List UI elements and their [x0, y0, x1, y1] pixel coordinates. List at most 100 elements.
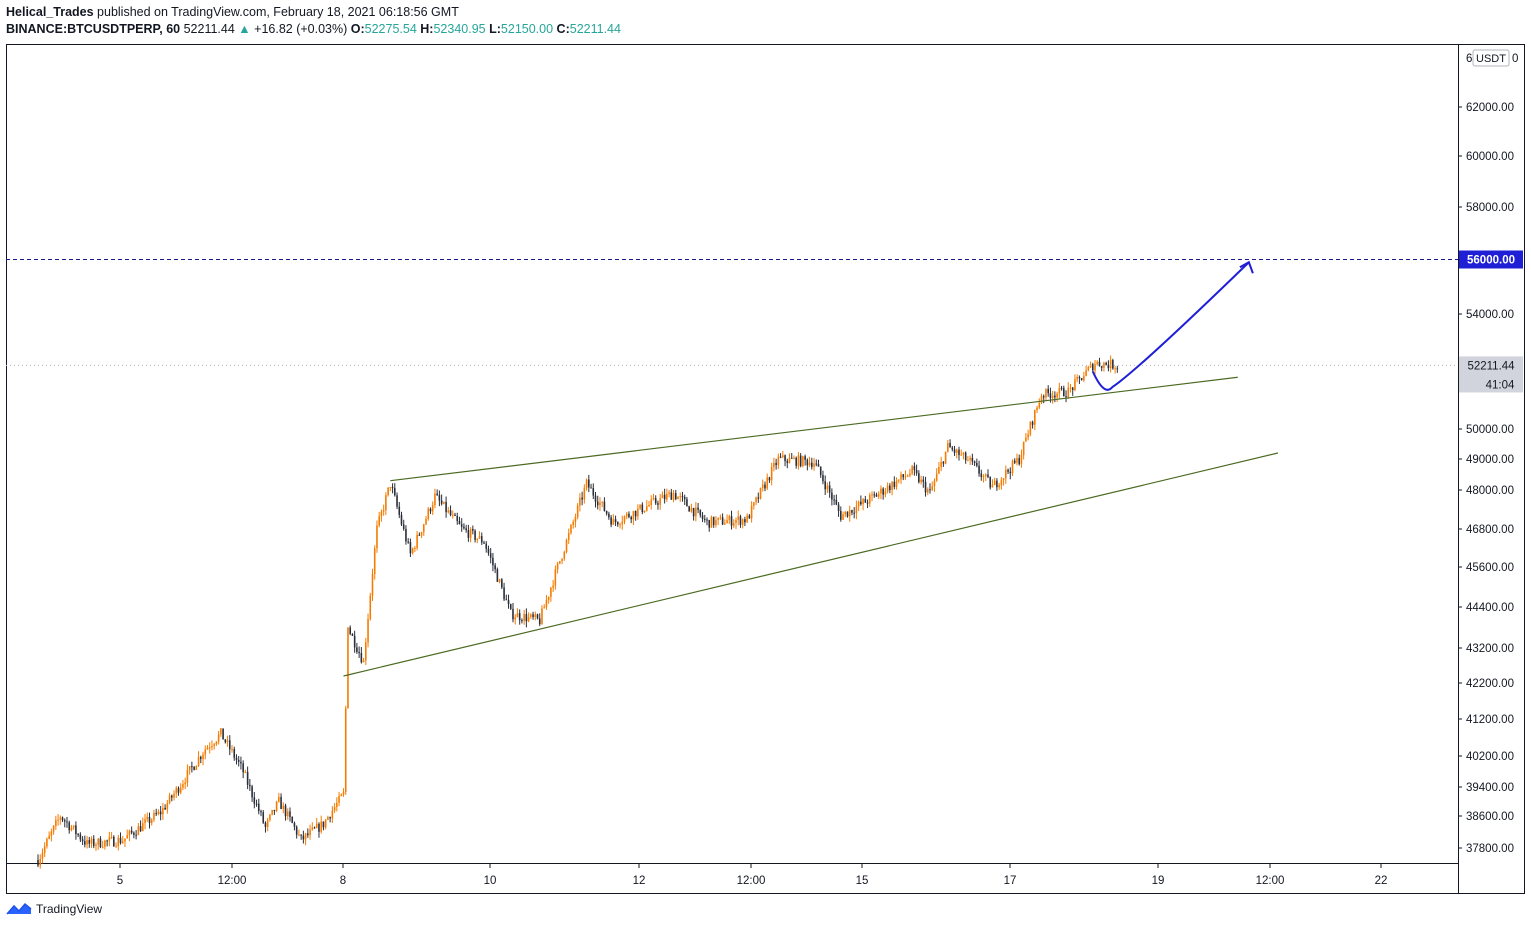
- bar-countdown-label: 41:04: [1486, 379, 1515, 391]
- candle-body: [512, 608, 514, 620]
- candle-body: [541, 608, 543, 625]
- candle-body: [202, 754, 204, 759]
- candle-body: [545, 599, 548, 608]
- candle-body: [449, 510, 452, 516]
- candle-body: [605, 511, 608, 514]
- low-label: L:: [489, 22, 501, 36]
- candle-body: [574, 517, 577, 522]
- candle-body: [619, 524, 621, 526]
- candle-body: [66, 821, 68, 823]
- candle-body: [438, 495, 441, 501]
- candle-body: [915, 469, 918, 474]
- candle-body: [99, 838, 102, 848]
- candle-body: [240, 761, 242, 764]
- candle-body: [293, 822, 296, 827]
- candle-body: [63, 820, 66, 822]
- high-value: 52340.95: [433, 22, 486, 36]
- candle-body: [244, 772, 247, 774]
- candle-body: [893, 481, 896, 487]
- candle-body: [612, 519, 615, 525]
- candle-body: [661, 494, 664, 499]
- candle-body: [744, 519, 746, 523]
- candle-body: [179, 787, 182, 793]
- candle-body: [79, 834, 82, 840]
- candle-body: [171, 795, 173, 798]
- candle-body: [592, 487, 595, 496]
- price-tick-label: 54000.00: [1466, 309, 1514, 321]
- currency-label: USDT: [1476, 53, 1506, 65]
- candle-body: [90, 838, 93, 844]
- candle-body: [786, 460, 789, 463]
- candle-body: [715, 519, 717, 526]
- candle-body: [86, 840, 88, 845]
- candle-body: [877, 493, 880, 497]
- candle-body: [697, 507, 699, 510]
- candle-body: [478, 536, 481, 539]
- candle-body: [119, 837, 122, 844]
- up-arrow-icon: ▲: [238, 22, 251, 36]
- candle-body: [846, 511, 849, 517]
- candle-body: [445, 501, 447, 513]
- author-name[interactable]: Helical_Trades: [6, 5, 94, 19]
- candle-body: [984, 474, 987, 476]
- candle-body: [518, 613, 521, 621]
- candle-body: [295, 826, 298, 835]
- candle-body: [623, 516, 626, 522]
- candle-body: [746, 515, 748, 523]
- candle-body: [806, 459, 809, 466]
- candle-body: [868, 495, 871, 504]
- candle-body: [498, 579, 501, 582]
- candle-body: [1100, 366, 1103, 368]
- symbol-name[interactable]: BINANCE:BTCUSDTPERP, 60: [6, 22, 181, 36]
- candle-body: [866, 502, 869, 504]
- candle-body: [237, 759, 240, 762]
- candle-body: [530, 614, 532, 617]
- candle-body: [904, 476, 907, 478]
- candle-body: [222, 728, 224, 740]
- candle-body: [447, 510, 450, 513]
- time-tick-label: 17: [1004, 875, 1017, 887]
- candle-body: [980, 473, 983, 477]
- candle-body: [978, 465, 980, 474]
- candle-body: [897, 479, 900, 481]
- candle-body: [525, 614, 528, 622]
- chart-header: Helical_Trades published on TradingView.…: [6, 4, 621, 38]
- price-axis[interactable]: 62000.00 60000.00 58000.00 54000.00 50000.00…: [1458, 53, 1518, 855]
- candle-body: [1069, 387, 1072, 389]
- candle-body: [962, 452, 965, 455]
- time-axis[interactable]: 5 12:00 8 10 12 12:00 15 17 19 12:00 22: [117, 863, 1388, 887]
- candle-body: [802, 456, 804, 467]
- candle-body: [708, 520, 711, 528]
- candle-body: [895, 480, 898, 487]
- candle-body: [418, 534, 421, 536]
- last-price-badge: [1459, 356, 1523, 393]
- candle-body: [113, 836, 115, 847]
- candle-body: [947, 443, 949, 452]
- candle-body: [967, 460, 969, 462]
- tradingview-branding[interactable]: TradingView: [6, 902, 102, 916]
- candle-body: [918, 473, 920, 483]
- candle-body: [565, 540, 568, 553]
- candle-body: [523, 614, 525, 621]
- candle-body: [1058, 387, 1061, 394]
- currency-badge[interactable]: [1472, 49, 1510, 67]
- price-tick-label: 60000.00: [1466, 151, 1514, 163]
- candle-body: [703, 518, 706, 520]
- candle-body: [648, 504, 650, 507]
- candle-body: [226, 740, 229, 743]
- candle-body: [264, 822, 267, 828]
- candle-body: [485, 543, 488, 549]
- price-tick-label: 42200.00: [1466, 678, 1514, 690]
- candle-body: [117, 837, 120, 847]
- candle-body: [730, 516, 733, 526]
- candle-body: [920, 479, 922, 483]
- candle-body: [208, 747, 211, 749]
- candle-body: [411, 548, 414, 554]
- candle-body: [380, 511, 383, 517]
- candle-body: [759, 487, 762, 499]
- candle-body: [505, 599, 508, 601]
- candle-body: [875, 494, 878, 497]
- candle-body: [95, 844, 97, 846]
- tradingview-brand: TradingView: [36, 902, 103, 916]
